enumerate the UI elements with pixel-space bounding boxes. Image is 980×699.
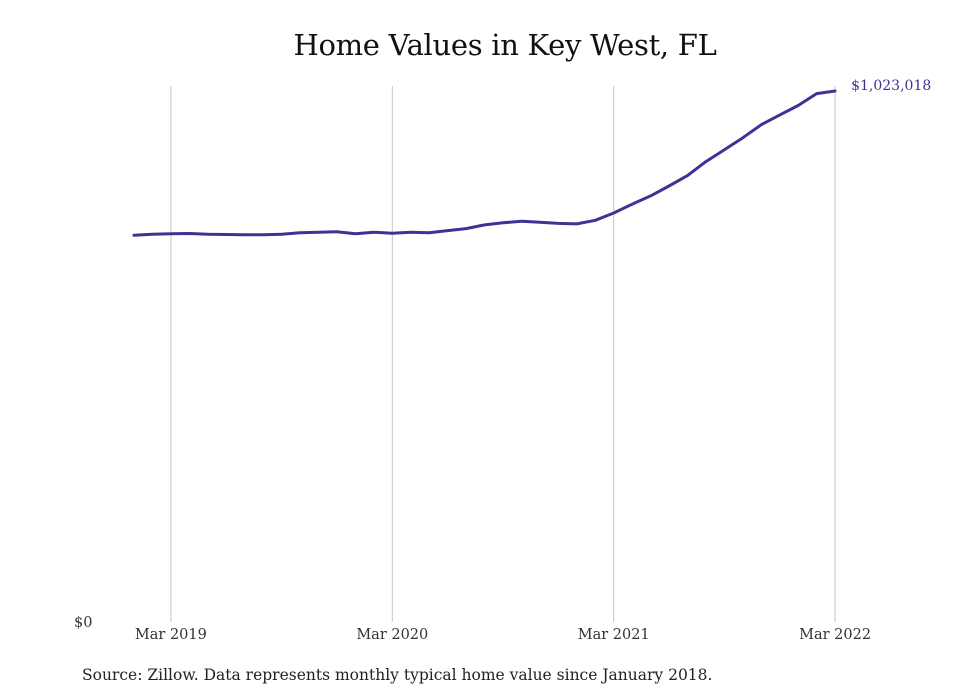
axis-labels: Mar 2019 Mar 2020 Mar 2021 Mar 2022 $0 $1,023… xyxy=(74,78,931,643)
chart-title: Home Values in Key West, FL xyxy=(293,28,717,62)
x-tick-label: Mar 2022 xyxy=(799,627,871,643)
x-tick-label: Mar 2021 xyxy=(578,627,650,643)
series-line xyxy=(132,89,837,237)
gridlines xyxy=(170,86,836,622)
y-tick-label-zero: $0 xyxy=(74,615,92,631)
source-note: Source: Zillow. Data represents monthly … xyxy=(82,666,713,684)
x-tick-label: Mar 2020 xyxy=(356,627,428,643)
x-tick-label: Mar 2019 xyxy=(135,627,207,643)
end-value-label: $1,023,018 xyxy=(851,78,931,94)
series-layer xyxy=(132,89,837,237)
